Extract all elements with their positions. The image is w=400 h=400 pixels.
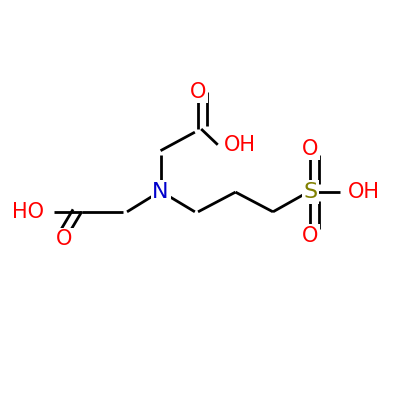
Text: O: O — [302, 139, 319, 159]
Text: S: S — [303, 182, 318, 202]
Text: OH: OH — [348, 182, 380, 202]
Text: OH: OH — [224, 135, 256, 155]
Text: O: O — [190, 82, 206, 102]
Text: O: O — [302, 226, 319, 246]
Text: O: O — [56, 230, 72, 250]
Text: N: N — [152, 182, 169, 202]
Text: HO: HO — [12, 202, 44, 222]
